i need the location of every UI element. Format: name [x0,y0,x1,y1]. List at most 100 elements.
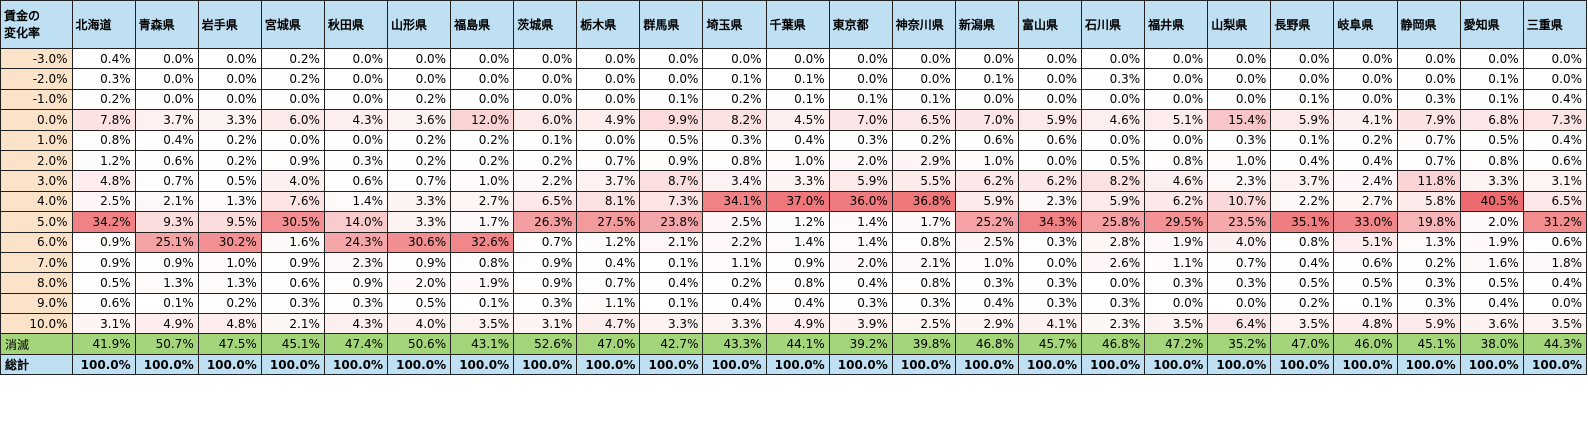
table-cell: 8.2% [702,109,767,131]
table-cell: 4.9% [765,313,830,335]
table-cell: 100.0% [134,353,199,376]
table-cell: 50.6% [386,333,452,355]
table-cell: 100.0% [702,353,767,376]
table-cell: 6.8% [1459,109,1524,131]
row-label: 6.0% [0,231,73,253]
table-cell: 0.0% [1333,88,1398,111]
table-cell: 0.0% [1522,68,1588,90]
column-header: 富山県 [1017,0,1083,49]
table-cell: 0.0% [197,47,262,70]
table-cell: 4.3% [323,109,389,131]
table-cell: 6.0% [513,109,578,131]
column-header: 神奈川県 [891,0,956,49]
heatmap-table-container: 賃金の 変化率 北海道 青森県 岩手県 宮城県 秋田県 山形県 福島県 茨城県 栃木県 群馬県 埼玉… [0,0,1588,376]
table-cell: 2.9% [954,313,1019,335]
table-cell: 1.3% [197,272,262,294]
table-cell: 4.8% [1333,313,1398,335]
table-cell: 3.1% [513,313,578,335]
table-cell: 0.5% [1459,129,1524,151]
table-cell: 0.0% [1207,47,1272,70]
table-cell: 0.0% [891,68,956,90]
table-cell: 0.3% [1017,292,1083,315]
table-cell: 0.0% [1396,68,1461,90]
table-cell: 0.7% [1396,129,1461,151]
table-cell: 1.1% [702,251,767,274]
table-cell: 36.0% [828,190,893,213]
table-cell: 3.3% [639,313,704,335]
table-cell: 4.3% [323,313,389,335]
column-header: 愛知県 [1459,0,1524,49]
table-row: 4.0% 2.5% 2.1% 1.3% 7.6% 1.4% 3.3% 2.7% 6.5% 8.1%… [0,190,1588,213]
table-body: -3.0% 0.4% 0.0% 0.0% 0.2% 0.0% 0.0% 0.0% 0.0% 0.0… [0,47,1588,376]
table-cell: 7.3% [1522,109,1588,131]
table-cell: 9.9% [639,109,704,131]
table-cell: 2.0% [828,251,893,274]
row-label: 4.0% [0,190,73,213]
table-cell: 0.5% [1459,272,1524,294]
table-cell: 100.0% [576,353,641,376]
table-cell: 4.6% [1144,170,1209,192]
table-cell: 3.4% [702,170,767,192]
table-cell: 7.9% [1396,109,1461,131]
table-cell: 0.7% [134,170,199,192]
table-cell: 2.3% [1081,313,1146,335]
column-header: 東京都 [828,0,893,49]
table-cell: 0.0% [1270,47,1335,70]
table-cell: 0.0% [1017,68,1083,90]
table-cell: 100.0% [1270,353,1335,376]
table-cell: 100.0% [1396,353,1461,376]
table-cell: 0.1% [513,129,578,151]
table-cell: 0.2% [1333,129,1398,151]
vanish-row-label: 消滅 [0,333,73,355]
table-cell: 0.3% [702,129,767,151]
table-cell: 0.1% [134,292,199,315]
table-cell: 25.2% [954,211,1019,233]
table-cell: 0.0% [513,88,578,111]
table-cell: 0.0% [1459,47,1524,70]
table-cell: 0.0% [1207,68,1272,90]
table-cell: 100.0% [828,353,893,376]
table-cell: 0.8% [71,129,136,151]
table-cell: 100.0% [639,353,704,376]
column-header: 山梨県 [1207,0,1272,49]
table-cell: 3.3% [765,170,830,192]
table-cell: 35.1% [1270,211,1335,233]
table-cell: 3.5% [1522,313,1588,335]
table-cell: 100.0% [1333,353,1398,376]
table-cell: 0.0% [134,88,199,111]
table-cell: 0.0% [450,88,515,111]
table-cell: 0.3% [1017,272,1083,294]
table-cell: 2.6% [1081,251,1146,274]
table-cell: 52.6% [513,333,578,355]
table-cell: 0.8% [1270,231,1335,253]
table-cell: 0.2% [513,149,578,172]
table-cell: 0.1% [1333,292,1398,315]
table-cell: 0.6% [260,272,325,294]
table-row: -1.0% 0.2% 0.0% 0.0% 0.0% 0.0% 0.2% 0.0% 0.0% 0.0… [0,88,1588,111]
table-cell: 9.3% [134,211,199,233]
column-header: 秋田県 [323,0,389,49]
table-cell: 34.1% [702,190,767,213]
table-cell: 14.0% [323,211,389,233]
table-cell: 46.8% [1081,333,1146,355]
table-cell: 0.3% [1207,272,1272,294]
table-cell: 1.0% [1207,149,1272,172]
row-label: -2.0% [0,68,73,90]
table-cell: 4.9% [576,109,641,131]
table-cell: 45.1% [1396,333,1461,355]
table-row: 8.0% 0.5% 1.3% 1.3% 0.6% 0.9% 2.0% 1.9% 0.9% 0.7%… [0,272,1588,294]
table-cell: 0.4% [1270,149,1335,172]
table-cell: 33.0% [1333,211,1398,233]
row-label: 1.0% [0,129,73,151]
table-cell: 40.5% [1459,190,1524,213]
table-cell: 2.3% [1207,170,1272,192]
table-cell: 0.3% [260,292,325,315]
table-cell: 4.1% [1017,313,1083,335]
table-cell: 0.0% [1017,88,1083,111]
table-cell: 0.3% [323,292,389,315]
table-row: 1.0% 0.8% 0.4% 0.2% 0.0% 0.0% 0.2% 0.2% 0.1% 0.0%… [0,129,1588,151]
table-cell: 0.0% [828,68,893,90]
table-cell: 0.6% [71,292,136,315]
table-row: 3.0% 4.8% 0.7% 0.5% 4.0% 0.6% 0.7% 1.0% 2.2% 3.7%… [0,170,1588,192]
table-cell: 2.5% [71,190,136,213]
